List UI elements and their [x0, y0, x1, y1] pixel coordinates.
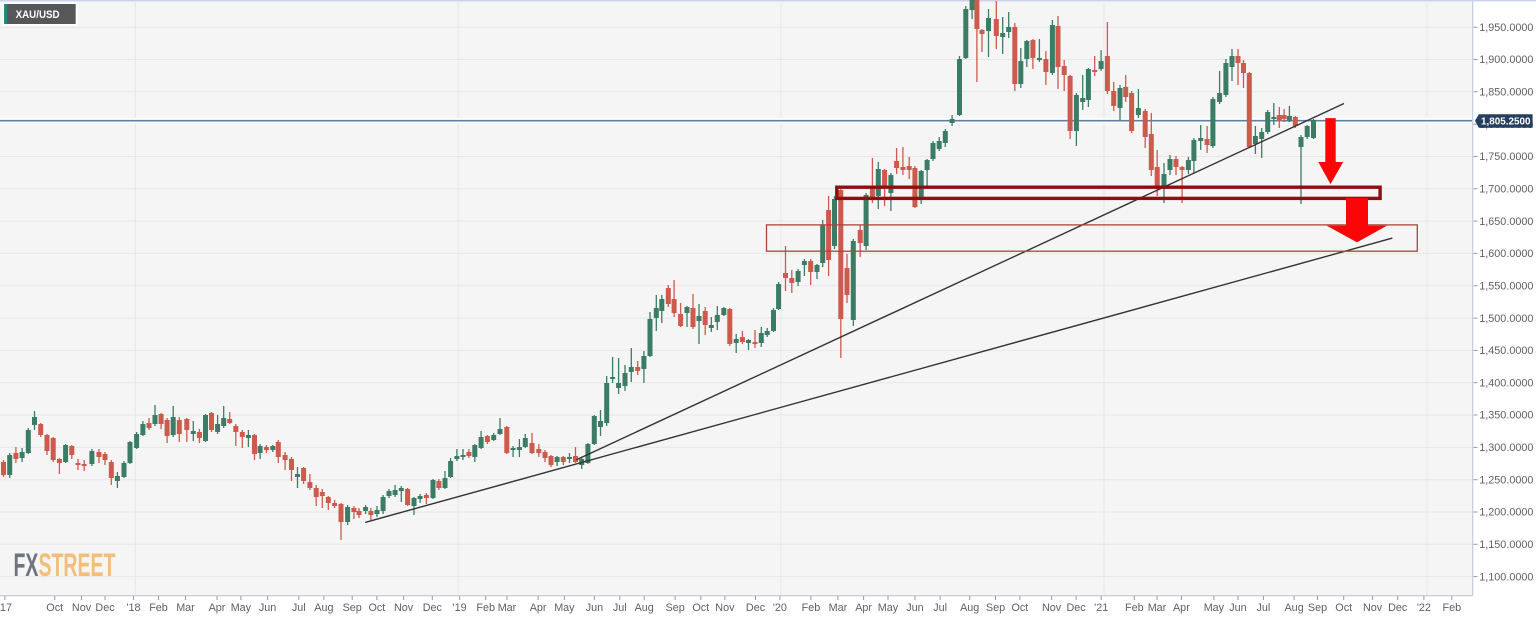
svg-text:Sep: Sep: [986, 602, 1005, 614]
svg-text:Nov: Nov: [1042, 602, 1062, 614]
svg-text:Feb: Feb: [1442, 602, 1461, 614]
svg-text:Nov: Nov: [715, 602, 735, 614]
svg-text:1,750.0000: 1,750.0000: [1479, 151, 1533, 163]
svg-text:'22: '22: [1417, 602, 1431, 614]
svg-text:Feb: Feb: [802, 602, 821, 614]
svg-text:Jun: Jun: [259, 602, 276, 614]
svg-text:Sep: Sep: [665, 602, 684, 614]
svg-text:1,950.0000: 1,950.0000: [1479, 22, 1533, 34]
svg-text:Sep: Sep: [1308, 602, 1327, 614]
svg-text:Aug: Aug: [635, 602, 654, 614]
svg-text:Jul: Jul: [933, 602, 947, 614]
svg-text:May: May: [1204, 602, 1225, 614]
svg-text:Oct: Oct: [1012, 602, 1029, 614]
svg-text:Aug: Aug: [1284, 602, 1303, 614]
svg-text:'21: '21: [1094, 602, 1108, 614]
svg-text:'19: '19: [453, 602, 467, 614]
svg-text:Aug: Aug: [960, 602, 979, 614]
svg-text:1,150.0000: 1,150.0000: [1479, 539, 1533, 551]
svg-text:May: May: [554, 602, 575, 614]
svg-text:1,850.0000: 1,850.0000: [1479, 87, 1533, 99]
svg-text:1,650.0000: 1,650.0000: [1479, 216, 1533, 228]
svg-text:Jun: Jun: [586, 602, 603, 614]
svg-text:1,200.0000: 1,200.0000: [1479, 507, 1533, 519]
svg-text:Sep: Sep: [343, 602, 362, 614]
svg-text:Dec: Dec: [1066, 602, 1086, 614]
svg-text:Oct: Oct: [1335, 602, 1352, 614]
svg-text:Oct: Oct: [46, 602, 63, 614]
svg-text:Oct: Oct: [369, 602, 386, 614]
svg-text:FXSTREET: FXSTREET: [14, 547, 116, 583]
svg-text:Mar: Mar: [829, 602, 848, 614]
svg-text:Jul: Jul: [613, 602, 627, 614]
svg-text:Apr: Apr: [855, 602, 872, 614]
svg-text:1,450.0000: 1,450.0000: [1479, 345, 1533, 357]
svg-text:XAU/USD: XAU/USD: [16, 9, 60, 21]
svg-text:1,250.0000: 1,250.0000: [1479, 474, 1533, 486]
svg-text:1,700.0000: 1,700.0000: [1479, 184, 1533, 196]
svg-text:Nov: Nov: [1363, 602, 1383, 614]
svg-text:1,600.0000: 1,600.0000: [1479, 248, 1533, 260]
svg-text:1,900.0000: 1,900.0000: [1479, 54, 1533, 66]
svg-text:Jul: Jul: [1256, 602, 1270, 614]
svg-text:Mar: Mar: [498, 602, 517, 614]
svg-text:Jun: Jun: [906, 602, 923, 614]
svg-text:1,400.0000: 1,400.0000: [1479, 377, 1533, 389]
svg-text:1,805.2500: 1,805.2500: [1481, 116, 1531, 128]
svg-text:Apr: Apr: [1173, 602, 1190, 614]
svg-text:1,550.0000: 1,550.0000: [1479, 281, 1533, 293]
svg-text:1,100.0000: 1,100.0000: [1479, 571, 1533, 583]
svg-text:Apr: Apr: [530, 602, 547, 614]
svg-text:May: May: [231, 602, 252, 614]
svg-text:Oct: Oct: [692, 602, 709, 614]
svg-text:1,300.0000: 1,300.0000: [1479, 442, 1533, 454]
svg-text:Jul: Jul: [292, 602, 306, 614]
svg-text:'20: '20: [773, 602, 787, 614]
svg-text:Nov: Nov: [72, 602, 92, 614]
svg-text:Nov: Nov: [394, 602, 414, 614]
svg-text:Mar: Mar: [1148, 602, 1167, 614]
svg-text:Mar: Mar: [176, 602, 195, 614]
svg-text:Feb: Feb: [149, 602, 168, 614]
svg-text:Dec: Dec: [746, 602, 766, 614]
svg-text:'17: '17: [0, 602, 12, 614]
svg-text:Aug: Aug: [314, 602, 333, 614]
svg-text:Dec: Dec: [95, 602, 115, 614]
svg-text:Apr: Apr: [209, 602, 226, 614]
svg-text:1,500.0000: 1,500.0000: [1479, 313, 1533, 325]
svg-text:1,350.0000: 1,350.0000: [1479, 410, 1533, 422]
svg-text:Dec: Dec: [1388, 602, 1408, 614]
svg-text:May: May: [878, 602, 899, 614]
svg-text:Feb: Feb: [1125, 602, 1144, 614]
svg-text:Dec: Dec: [423, 602, 443, 614]
svg-text:Jun: Jun: [1229, 602, 1246, 614]
svg-text:'18: '18: [126, 602, 140, 614]
svg-text:Feb: Feb: [476, 602, 495, 614]
